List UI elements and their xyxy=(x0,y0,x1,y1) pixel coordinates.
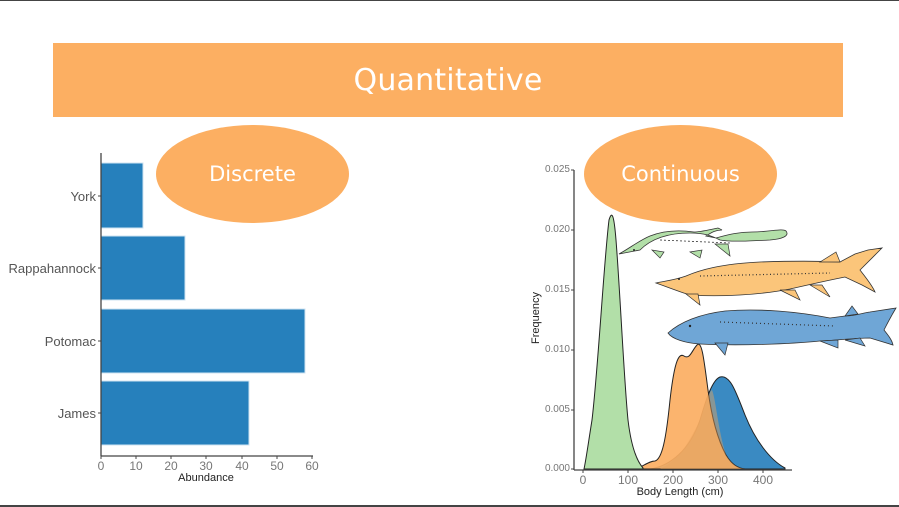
blue-sturgeon-illustration xyxy=(667,305,897,356)
continuous-ellipse: Continuous xyxy=(584,125,777,223)
top-border xyxy=(0,0,899,1)
banner-title: Quantitative xyxy=(353,62,543,98)
bar-rappahannock xyxy=(100,235,186,301)
density-green xyxy=(583,214,644,470)
density-orange xyxy=(635,343,746,470)
bar-york xyxy=(100,162,144,229)
bar-potomac xyxy=(100,308,306,374)
discrete-label: Discrete xyxy=(209,162,296,186)
discrete-ellipse: Discrete xyxy=(156,125,349,223)
orange-sturgeon-illustration xyxy=(654,247,884,306)
bottom-border xyxy=(0,505,899,507)
green-sturgeon-illustration xyxy=(618,227,788,259)
quantitative-banner: Quantitative xyxy=(53,43,843,117)
density-overlap xyxy=(660,390,745,469)
continuous-label: Continuous xyxy=(621,162,740,186)
